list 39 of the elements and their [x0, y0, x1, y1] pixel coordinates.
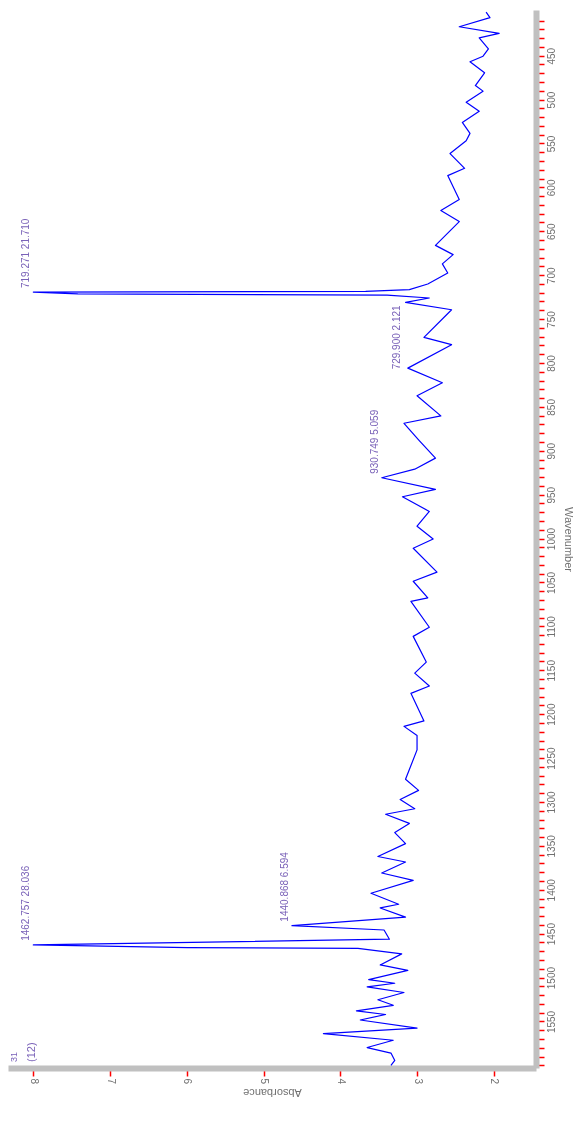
y-tick-label: 500: [545, 91, 557, 109]
y-tick-label: 550: [545, 135, 557, 153]
y-tick-label: 900: [545, 442, 557, 460]
y-tick-label: 1400: [545, 878, 557, 902]
y-tick-label: 1300: [545, 790, 557, 814]
x-tick-label: 2: [489, 1078, 501, 1085]
x-tick-label: 5: [259, 1078, 271, 1085]
x-tick-label: 8: [28, 1078, 40, 1085]
y-tick-label: 1100: [545, 615, 557, 638]
y-tick-label: 1000: [545, 527, 557, 551]
annotation: 719.271 21.710: [20, 218, 32, 289]
annotation: 31: [9, 1051, 19, 1062]
y-tick-label: 850: [545, 398, 557, 416]
y-tick-label: 1050: [545, 571, 557, 595]
y-tick-label: 1200: [545, 703, 557, 726]
y-tick-label: 450: [545, 47, 557, 65]
y-tick-label: 1250: [545, 747, 557, 770]
x-tick-label: 6: [182, 1078, 194, 1085]
y-tick-label: 700: [545, 266, 557, 284]
annotation: 930.749 5.059: [368, 409, 380, 474]
y-tick-label: 600: [545, 179, 557, 197]
y-tick-label: 1550: [545, 1010, 557, 1034]
y-axis-title: Wavenumber: [562, 506, 575, 573]
y-tick-label: 1450: [545, 922, 557, 946]
y-tick-label: 650: [545, 222, 557, 241]
y-tick-label: 950: [545, 486, 557, 504]
y-tick-label: 1500: [545, 966, 557, 990]
annotation: 1462.757 28.036: [20, 865, 32, 941]
x-axis-title: Absorbance: [243, 1087, 302, 1100]
y-tick-label: 1150: [545, 659, 557, 682]
annotation: 729.900 2.121: [391, 304, 402, 370]
x-tick-label: 4: [335, 1078, 347, 1085]
annotation: 1440.868 6.594: [278, 851, 290, 922]
y-tick-label: 1350: [545, 834, 557, 858]
annotation: (12): [25, 1042, 37, 1062]
x-tick-label: 7: [105, 1078, 117, 1085]
y-tick-label: 800: [545, 354, 557, 372]
x-tick-label: 3: [412, 1078, 424, 1085]
y-tick-label: 750: [545, 310, 557, 328]
